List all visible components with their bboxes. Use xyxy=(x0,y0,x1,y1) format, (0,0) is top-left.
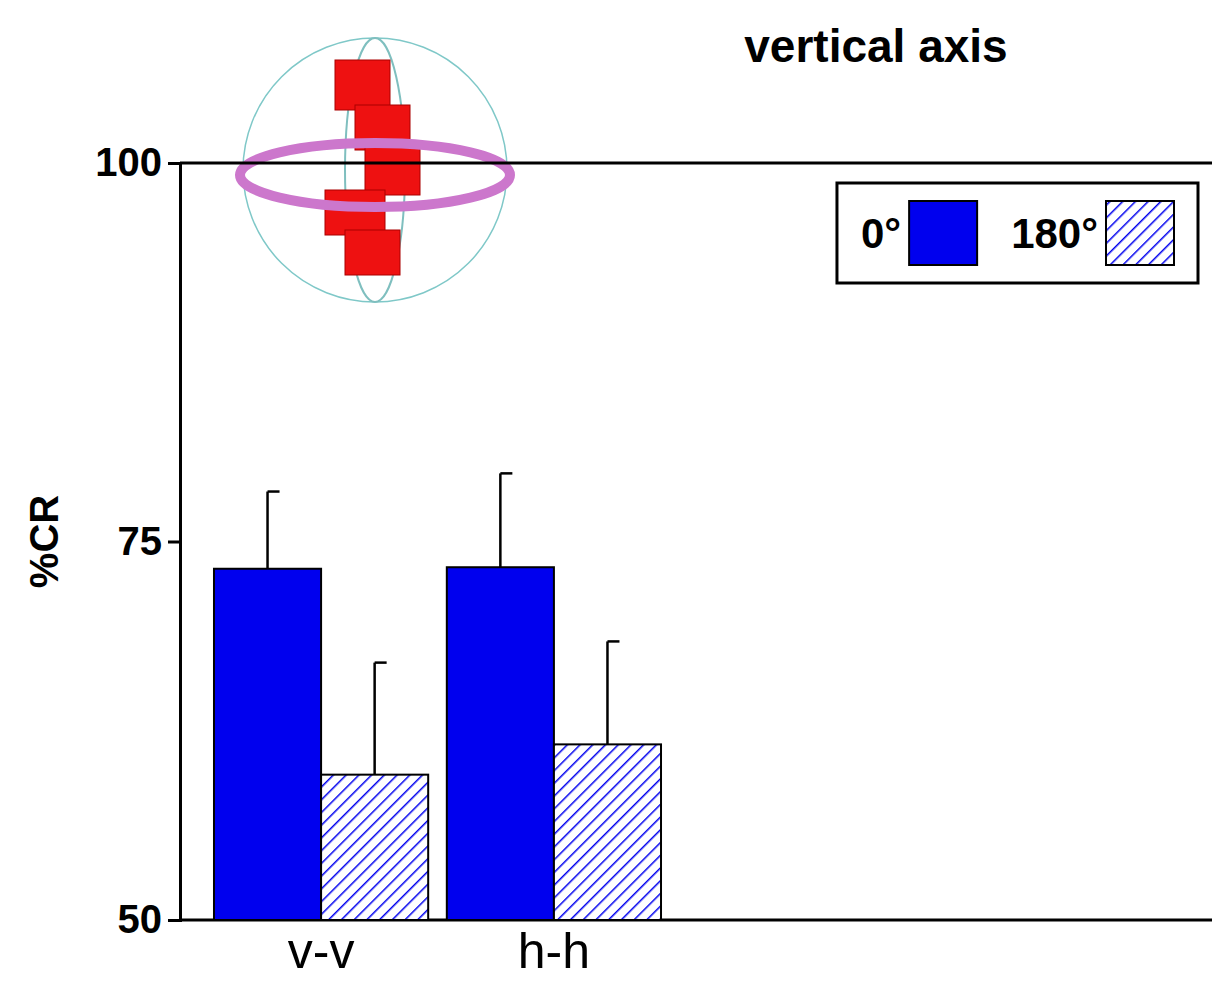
error-cap xyxy=(375,661,387,664)
icon-block xyxy=(325,190,385,235)
x-tick-label: v-v xyxy=(288,923,355,979)
error-stem xyxy=(606,641,609,744)
bar xyxy=(321,775,428,920)
x-tick-label: h-h xyxy=(518,923,590,979)
error-stem xyxy=(499,473,502,567)
error-bar xyxy=(375,663,387,775)
chart: vertical axis 50 75 100 %CR v-v h-h 0° 180° xyxy=(0,0,1214,1000)
error-bar xyxy=(500,473,512,567)
y-tick-mark xyxy=(168,919,180,922)
y-label: %CR xyxy=(22,495,66,588)
legend-swatch xyxy=(1106,201,1174,265)
icon xyxy=(240,38,510,302)
error-cap xyxy=(500,472,512,475)
icon-block xyxy=(365,145,420,195)
y-tick: 100 xyxy=(95,140,180,184)
x-axis: v-v h-h xyxy=(208,921,669,979)
icon-sphere xyxy=(243,38,507,302)
legend: 0° 180° xyxy=(837,183,1198,283)
frame-top xyxy=(180,162,1212,165)
y-axis: 50 75 100 xyxy=(95,140,180,941)
y-tick-label: 100 xyxy=(95,140,162,184)
bar xyxy=(214,569,321,920)
y-tick-mark xyxy=(168,162,180,165)
error-cap xyxy=(268,490,280,493)
legend-box xyxy=(837,183,1198,283)
error-bar xyxy=(607,641,619,744)
icon-block xyxy=(345,230,400,275)
y-tick-label: 75 xyxy=(118,519,163,563)
y-tick-label: 50 xyxy=(118,897,163,941)
error-cap xyxy=(607,640,619,643)
error-stem xyxy=(266,492,269,569)
y-tick: 50 xyxy=(118,897,181,941)
legend-label: 180° xyxy=(1011,210,1098,257)
icon-block xyxy=(335,60,390,110)
legend-label: 0° xyxy=(861,210,901,257)
icon-ring xyxy=(240,143,510,207)
y-tick: 75 xyxy=(118,519,181,563)
error-stem xyxy=(373,663,376,775)
legend-swatch xyxy=(909,201,977,265)
bars xyxy=(214,473,661,920)
error-bar xyxy=(268,492,280,569)
x-tick: h-h xyxy=(518,923,590,979)
x-tick: v-v xyxy=(288,923,355,979)
y-axis-line xyxy=(168,164,181,921)
title: vertical axis xyxy=(744,20,1007,72)
bar xyxy=(554,744,661,920)
y-tick-mark xyxy=(168,541,180,544)
bar xyxy=(447,567,554,920)
x-axis-line xyxy=(208,920,669,921)
